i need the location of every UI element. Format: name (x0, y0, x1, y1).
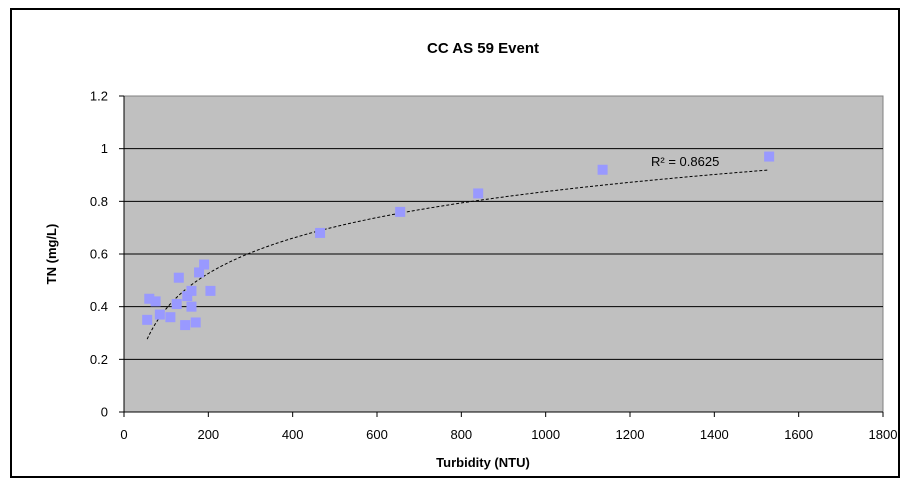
data-point-13 (199, 259, 210, 270)
x-tick-label-9: 1800 (869, 427, 898, 442)
x-tick-label-1: 200 (197, 427, 219, 442)
y-tick-label-2: 0.4 (90, 299, 108, 314)
data-point-15 (315, 227, 326, 238)
y-tick-label-6: 1.2 (90, 89, 108, 104)
y-tick-label-3: 0.6 (90, 247, 108, 262)
data-point-18 (597, 164, 608, 175)
data-point-12 (194, 267, 205, 278)
y-tick-label-1: 0.2 (90, 352, 108, 367)
data-point-3 (154, 309, 165, 320)
data-point-11 (190, 317, 201, 328)
data-point-14 (205, 285, 216, 296)
x-tick-label-6: 1200 (616, 427, 645, 442)
x-tick-label-8: 1600 (784, 427, 813, 442)
r-squared-label: R² = 0.8625 (651, 154, 719, 169)
axes (119, 95, 884, 417)
x-tick-label-3: 600 (366, 427, 388, 442)
data-point-16 (395, 206, 406, 217)
y-tick-label-4: 0.8 (90, 194, 108, 209)
y-axis-label: TN (mg/L) (44, 224, 59, 285)
data-point-1 (144, 293, 155, 304)
data-point-0 (142, 314, 153, 325)
data-point-9 (186, 285, 197, 296)
x-tick-label-2: 400 (282, 427, 304, 442)
x-tick-label-5: 1000 (531, 427, 560, 442)
x-tick-label-7: 1400 (700, 427, 729, 442)
data-point-10 (186, 301, 197, 312)
data-point-8 (182, 291, 193, 302)
data-point-5 (171, 299, 182, 310)
y-tick-label-0: 0 (101, 405, 108, 420)
data-point-4 (165, 312, 176, 323)
gridlines (124, 148, 883, 360)
x-tick-label-0: 0 (120, 427, 127, 442)
x-tick-label-4: 800 (450, 427, 472, 442)
data-point-19 (764, 151, 775, 162)
data-point-2 (150, 296, 161, 307)
tick-labels: 0 0.2 0.4 0.6 0.8 1 1.2 0 200 400 600 800 1000 1200 14… (90, 89, 898, 443)
data-points (142, 151, 775, 331)
data-point-17 (473, 188, 484, 199)
y-tick-label-5: 1 (101, 141, 108, 156)
chart-title: CC AS 59 Event (427, 40, 539, 57)
data-point-6 (173, 272, 184, 283)
data-point-7 (180, 320, 191, 331)
x-axis-label: Turbidity (NTU) (436, 455, 530, 470)
